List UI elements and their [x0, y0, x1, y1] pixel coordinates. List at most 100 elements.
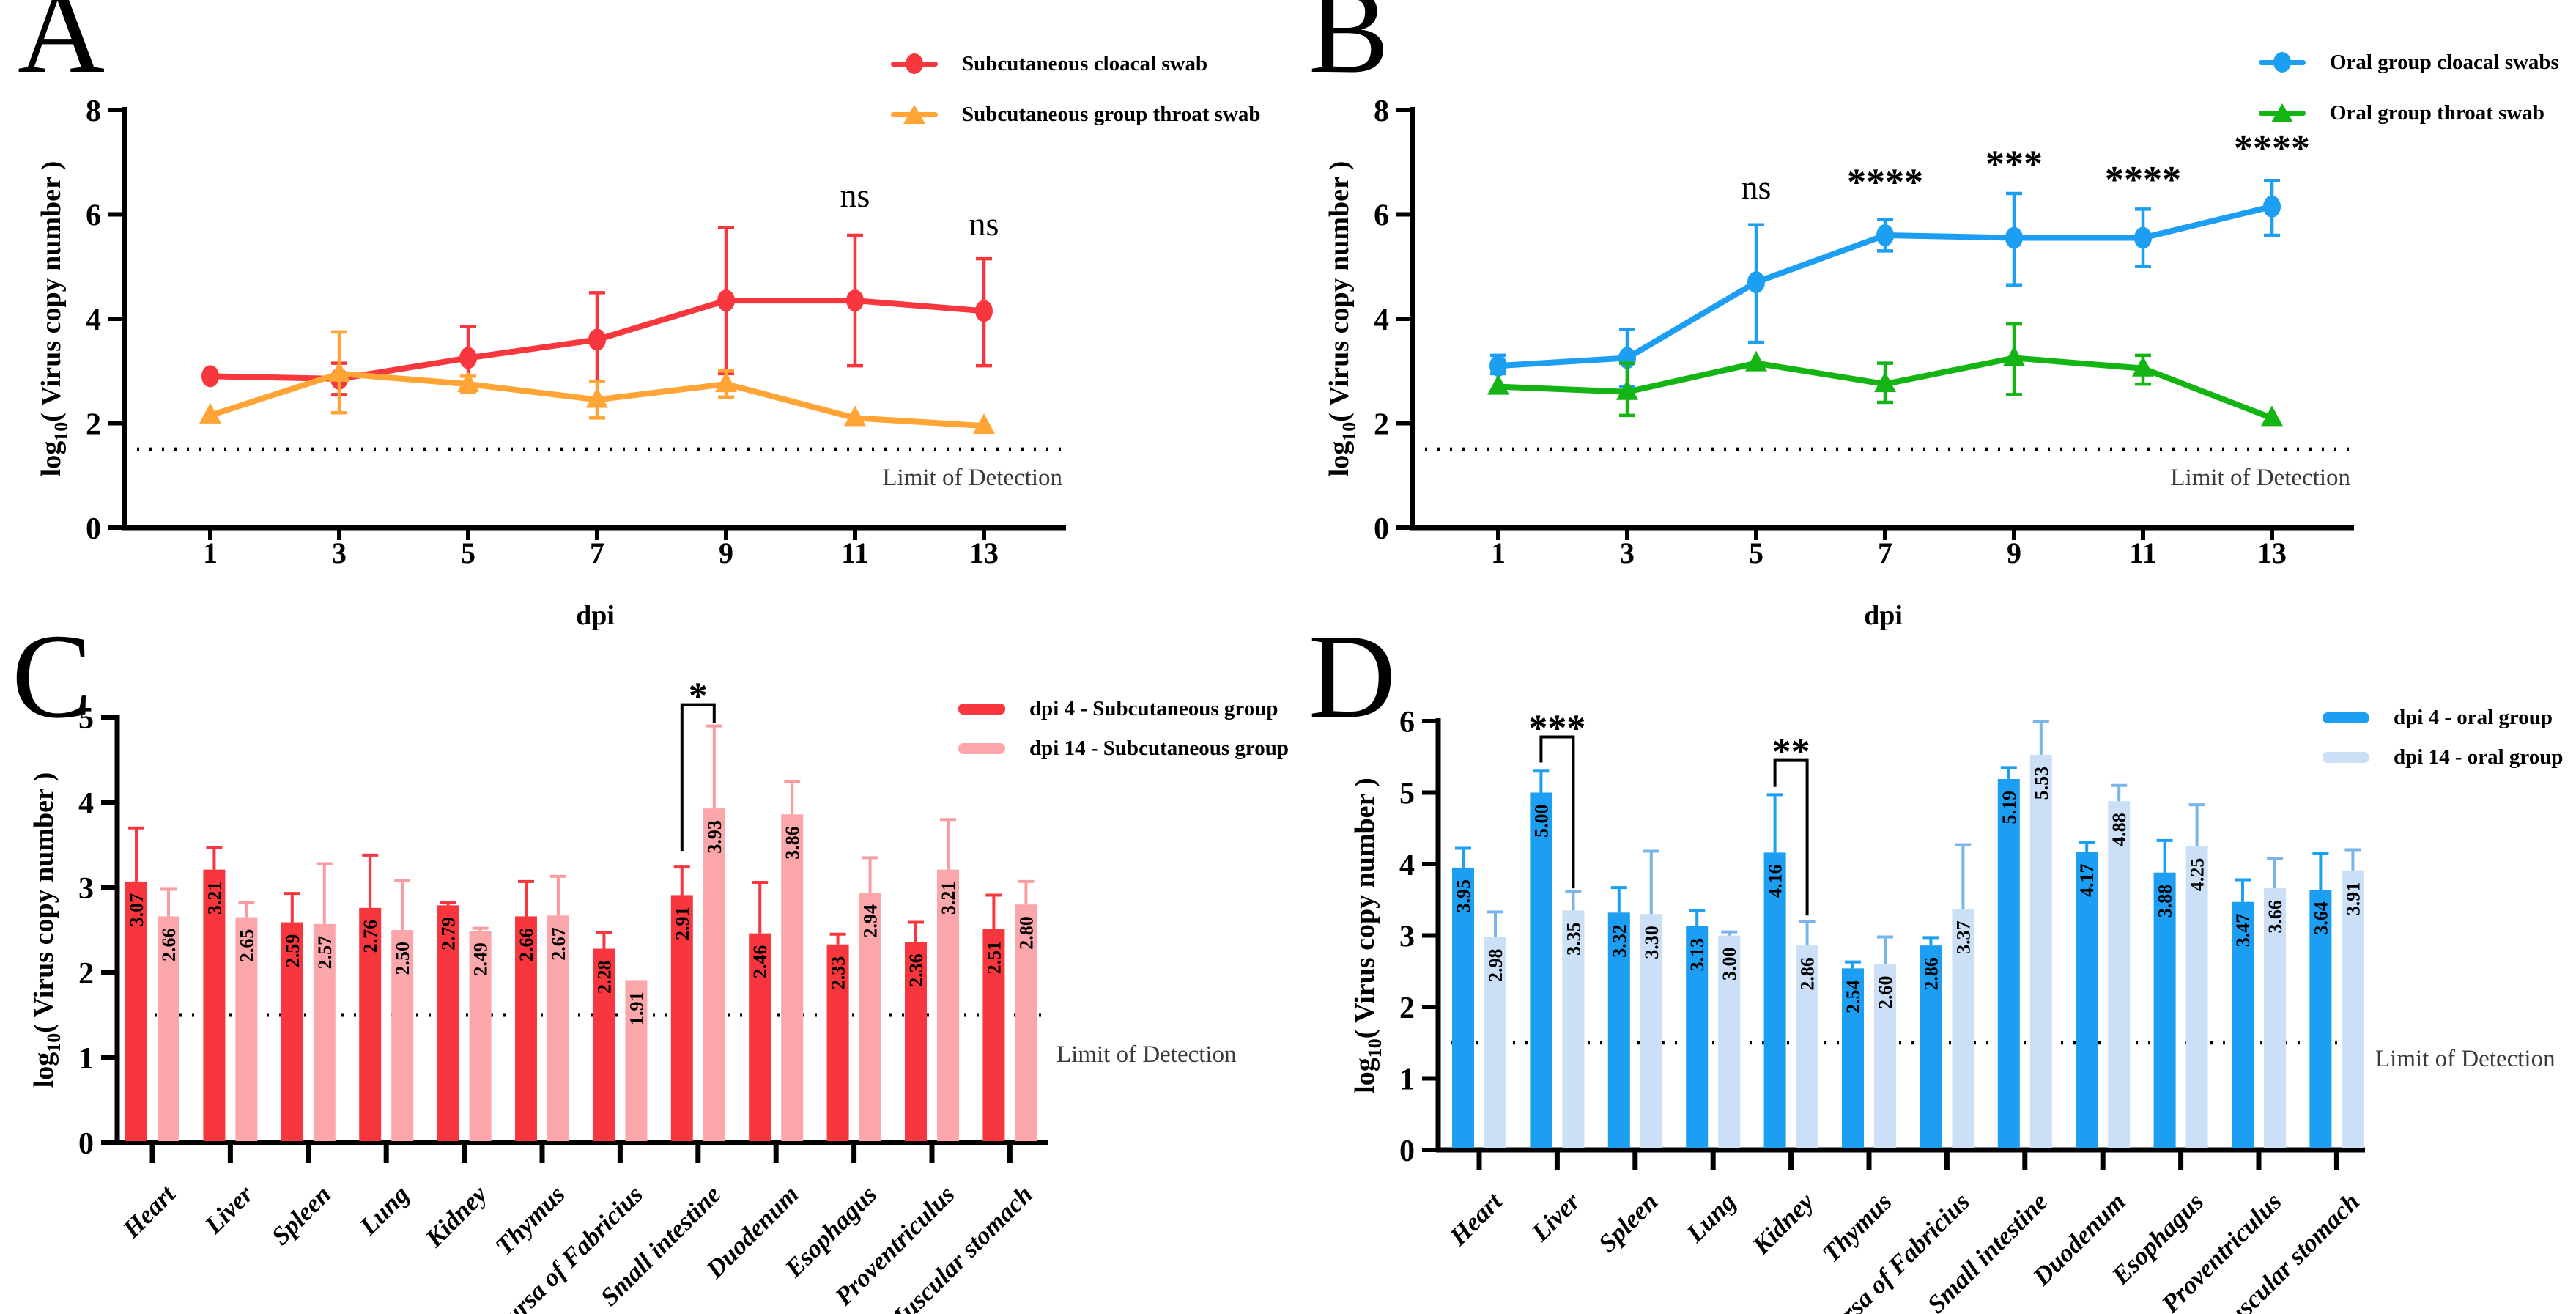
- bar: [1920, 945, 1942, 1148]
- bar-value-label: 2.65: [236, 929, 257, 963]
- x-tick-label: 3: [332, 536, 347, 569]
- x-tick-label: 1: [1491, 536, 1506, 569]
- panel-A: A Limit of Detection 0 2 4 6 8 log10( Virus co…: [0, 0, 1288, 645]
- comparison-bracket: [680, 703, 716, 852]
- panel-B: B Limit of Detection 0 2 4 6 8 log10( Virus co…: [1288, 0, 2576, 645]
- bar: [593, 948, 615, 1141]
- bar: [937, 869, 959, 1141]
- bars-series-0: 3.07 3.21 2.59 2.76 2.79 2.66 2.28 2.91 2.46 2.33…: [125, 826, 1005, 1141]
- series-0: [201, 226, 993, 396]
- bar: [515, 916, 537, 1141]
- bar: [670, 895, 693, 1141]
- bar: [125, 881, 147, 1141]
- y-axis: 0 1 2 3 4 5 6: [1399, 706, 1441, 1168]
- series-0: [1489, 178, 2281, 388]
- bar: [2153, 872, 2176, 1148]
- bar: [1530, 792, 1552, 1148]
- data-point: [846, 289, 864, 312]
- legend-label: Oral group throat swab: [2330, 100, 2544, 125]
- legend-label: dpi 14 - Subcutaneous group: [1029, 736, 1289, 760]
- significance-label: ***: [1985, 143, 2043, 185]
- bar-value-label: 4.17: [2076, 863, 2098, 897]
- data-point: [973, 413, 995, 435]
- x-tick-label: 9: [719, 536, 733, 569]
- bar-value-label: 3.30: [1641, 926, 1662, 959]
- bars-series-0: 3.95 5.00 3.32 3.13 4.16 2.54 2.86 5.19 4.17 3.88…: [1452, 766, 2332, 1148]
- bar-value-label: 3.07: [126, 893, 147, 927]
- category-label: Lung: [1681, 1187, 1742, 1248]
- bar: [2076, 852, 2098, 1148]
- bar-value-label: 2.50: [392, 942, 413, 975]
- bars-series-1: 2.66 2.65 2.57 2.50 2.49 2.67 1.91 3.93 3.86 2.94…: [158, 724, 1037, 1141]
- bar: [625, 980, 648, 1141]
- category-label: Thymus: [1817, 1187, 1898, 1268]
- bar-value-label: 4.25: [2187, 858, 2208, 892]
- bar: [2264, 888, 2286, 1148]
- bar-value-label: 3.95: [1453, 879, 1474, 913]
- bar-value-label: 2.59: [282, 934, 303, 968]
- y-tick-label: 0: [86, 512, 101, 546]
- x-tick-label: 13: [969, 536, 999, 569]
- bar-value-label: 2.86: [1920, 957, 1942, 991]
- x-tick-label: 5: [1749, 536, 1763, 569]
- y-tick-label: 5: [78, 702, 94, 736]
- bar-value-label: 5.00: [1531, 805, 1552, 838]
- category-label: Kidney: [419, 1180, 492, 1253]
- panel-D: D Limit of Detection 0 1 2 3 4 5 6 log10( Virus …: [1288, 616, 2576, 1314]
- limit-of-detection: Limit of Detection: [1438, 1041, 2555, 1072]
- bar-value-label: 3.32: [1609, 924, 1630, 958]
- category-label: Heart: [116, 1179, 181, 1244]
- y-tick-label: 2: [1399, 992, 1415, 1025]
- legend-item: dpi 14 - Subcutaneous group: [958, 736, 1289, 760]
- category-label: Spleen: [1593, 1187, 1663, 1258]
- bar: [235, 917, 258, 1141]
- bar: [391, 930, 414, 1141]
- circle-marker-icon: [2259, 50, 2306, 75]
- panel-C-chart: Limit of Detection 0 1 2 3 4 5 log10( Virus cop…: [29, 676, 1237, 1314]
- category-label: Liver: [199, 1180, 259, 1240]
- bar-value-label: 2.98: [1485, 948, 1506, 982]
- bar-value-label: 2.86: [1797, 957, 1818, 991]
- lod-label: Limit of Detection: [1056, 1041, 1237, 1068]
- annotations: ns **** *** ********: [1742, 128, 2310, 206]
- category-label: Kidney: [1746, 1187, 1819, 1261]
- bar: [359, 907, 382, 1141]
- bar-value-label: 2.76: [360, 920, 381, 953]
- limit-of-detection: Limit of Detection: [1413, 447, 2354, 491]
- legend-item: dpi 4 - oral group: [2323, 706, 2564, 729]
- x-tick-label: 11: [2129, 536, 2157, 569]
- bar-value-label: 4.16: [1765, 864, 1786, 898]
- y-tick-label: 4: [78, 787, 94, 821]
- bar: [158, 916, 179, 1141]
- legend-item: Subcutaneous cloacal swab: [891, 51, 1260, 76]
- y-tick-label: 0: [78, 1127, 94, 1161]
- panel-A-chart: Limit of Detection 0 2 4 6 8 log10( Virus copy…: [36, 95, 1066, 631]
- legend-item: Oral group throat swab: [2259, 100, 2559, 125]
- data-point: [1876, 224, 1894, 246]
- data-point: [2263, 195, 2281, 218]
- bar-value-label: 2.67: [548, 927, 569, 961]
- bar-swatch-icon: [2323, 751, 2369, 763]
- bar: [1874, 964, 1896, 1148]
- bar-value-label: 3.86: [782, 826, 803, 860]
- bar-value-label: 3.88: [2155, 885, 2176, 918]
- bar-value-label: 3.91: [2342, 882, 2364, 916]
- x-tick-label: 1: [203, 536, 218, 569]
- significance-label: ns: [969, 205, 999, 243]
- bar-value-label: 3.21: [938, 882, 959, 915]
- limit-of-detection: Limit of Detection: [125, 447, 1066, 491]
- bar-value-label: 3.37: [1953, 920, 1974, 954]
- bar-value-label: 5.53: [2031, 767, 2052, 800]
- bar-value-label: 2.33: [828, 956, 849, 990]
- panel-B-letter: B: [1309, 0, 1390, 98]
- data-point: [975, 300, 993, 322]
- bar: [2232, 901, 2254, 1148]
- circle-marker-icon: [891, 51, 938, 76]
- x-tick-label: 5: [461, 536, 475, 569]
- bar: [1562, 910, 1585, 1148]
- significance-label: ****: [2234, 128, 2310, 169]
- bar-value-label: 3.35: [1563, 922, 1584, 956]
- bar-value-label: 2.51: [983, 941, 1004, 975]
- data-point: [2005, 226, 2023, 249]
